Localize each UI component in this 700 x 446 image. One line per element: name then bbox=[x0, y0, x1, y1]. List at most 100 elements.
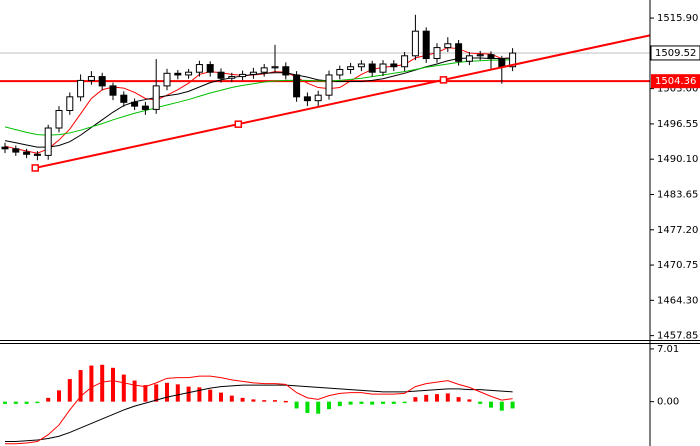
histogram-bar bbox=[445, 393, 450, 402]
histogram-bar bbox=[424, 394, 429, 402]
histogram-bar bbox=[391, 401, 396, 404]
candle-body bbox=[282, 66, 290, 76]
candle-body bbox=[390, 63, 398, 68]
histogram-bar bbox=[229, 395, 234, 402]
candle-body bbox=[303, 96, 311, 102]
candle-body bbox=[163, 72, 171, 87]
histogram-bar bbox=[348, 401, 353, 405]
candle-body bbox=[498, 58, 506, 68]
candle-body bbox=[1, 146, 9, 150]
histogram-bar bbox=[132, 380, 137, 402]
histogram-bar bbox=[467, 399, 472, 402]
candle-body bbox=[411, 30, 419, 57]
trendline-anchor bbox=[234, 120, 243, 128]
histogram-bar bbox=[208, 389, 213, 402]
y-tick-label: 0.00 bbox=[657, 397, 679, 408]
histogram-bar bbox=[219, 392, 223, 402]
histogram-bar bbox=[305, 401, 310, 413]
y-tick-label: 1464.30 bbox=[657, 295, 698, 306]
candle-body bbox=[174, 72, 182, 76]
candle-body bbox=[98, 76, 106, 87]
candle-body bbox=[249, 71, 257, 75]
candle-body bbox=[77, 79, 85, 98]
candle-body bbox=[23, 151, 31, 155]
histogram-bar bbox=[165, 382, 169, 402]
histogram-bar bbox=[100, 364, 105, 402]
y-tick-label: 1490.10 bbox=[657, 154, 698, 165]
candle-body bbox=[325, 74, 333, 96]
histogram-bar bbox=[402, 401, 407, 404]
histogram-bar bbox=[143, 385, 148, 402]
histogram-bar bbox=[413, 397, 418, 402]
histogram-bar bbox=[3, 401, 7, 404]
moving-average bbox=[4, 59, 513, 136]
histogram-bar bbox=[478, 401, 483, 404]
y-tick-label: 1515.90 bbox=[657, 13, 698, 24]
moving-average bbox=[4, 57, 513, 148]
candle-body bbox=[444, 43, 452, 49]
histogram-bar bbox=[510, 401, 515, 409]
macd-line bbox=[5, 375, 513, 445]
histogram-bar bbox=[111, 367, 115, 402]
candle-body bbox=[509, 52, 517, 68]
candle-body bbox=[487, 54, 495, 60]
y-tick-label: 1457.85 bbox=[657, 331, 698, 342]
candle-body bbox=[185, 71, 193, 76]
price-label: 1509.52 bbox=[655, 48, 696, 59]
candle-body bbox=[314, 94, 322, 102]
histogram-bar bbox=[78, 370, 83, 402]
y-tick-label: 1483.65 bbox=[657, 189, 698, 200]
candle-body bbox=[293, 74, 301, 98]
price-label-box bbox=[650, 45, 700, 61]
level-label-box bbox=[651, 74, 700, 89]
histogram-bar bbox=[359, 401, 364, 404]
candle-body bbox=[66, 96, 74, 112]
trendline-anchor bbox=[439, 76, 448, 84]
histogram-bar bbox=[89, 365, 94, 402]
candle-body bbox=[228, 76, 236, 79]
histogram-bar bbox=[499, 401, 504, 411]
level-label: 1504.36 bbox=[655, 76, 696, 87]
candle-body bbox=[87, 76, 95, 81]
histogram-bar bbox=[262, 400, 267, 402]
histogram-bar bbox=[175, 384, 180, 402]
candle-body bbox=[217, 71, 225, 79]
candle-body bbox=[347, 66, 355, 70]
histogram-bar bbox=[435, 394, 439, 402]
histogram-bar bbox=[370, 401, 375, 405]
candle-body bbox=[239, 73, 247, 78]
macd-line bbox=[5, 384, 513, 442]
candle-body bbox=[379, 63, 387, 73]
candle-body bbox=[152, 85, 160, 110]
y-tick-label: 1496.55 bbox=[657, 119, 698, 130]
histogram-bar bbox=[57, 390, 61, 402]
histogram-bar bbox=[197, 387, 202, 402]
histogram-bar bbox=[251, 399, 256, 402]
histogram-bar bbox=[283, 400, 288, 403]
candle-body bbox=[260, 67, 268, 73]
histogram-bar bbox=[67, 379, 72, 402]
histogram-bar bbox=[273, 400, 277, 402]
histogram-bar bbox=[489, 401, 493, 408]
histogram-bar bbox=[24, 401, 29, 404]
candle-body bbox=[206, 64, 214, 73]
candle-body bbox=[44, 127, 52, 156]
candle-body bbox=[476, 54, 484, 57]
histogram-bar bbox=[121, 374, 126, 402]
candle-body bbox=[141, 105, 149, 110]
candle-body bbox=[33, 153, 41, 156]
histogram-bar bbox=[154, 384, 159, 402]
candle-body bbox=[131, 101, 139, 107]
histogram-bar bbox=[316, 401, 321, 414]
histogram-bar bbox=[327, 401, 331, 410]
histogram-bar bbox=[240, 397, 245, 402]
candle-body bbox=[357, 63, 365, 68]
histogram-bar bbox=[294, 401, 299, 409]
histogram-bar bbox=[35, 401, 40, 404]
candle-body bbox=[120, 94, 128, 103]
trendline-anchor bbox=[31, 164, 39, 172]
candle-body bbox=[465, 55, 473, 62]
